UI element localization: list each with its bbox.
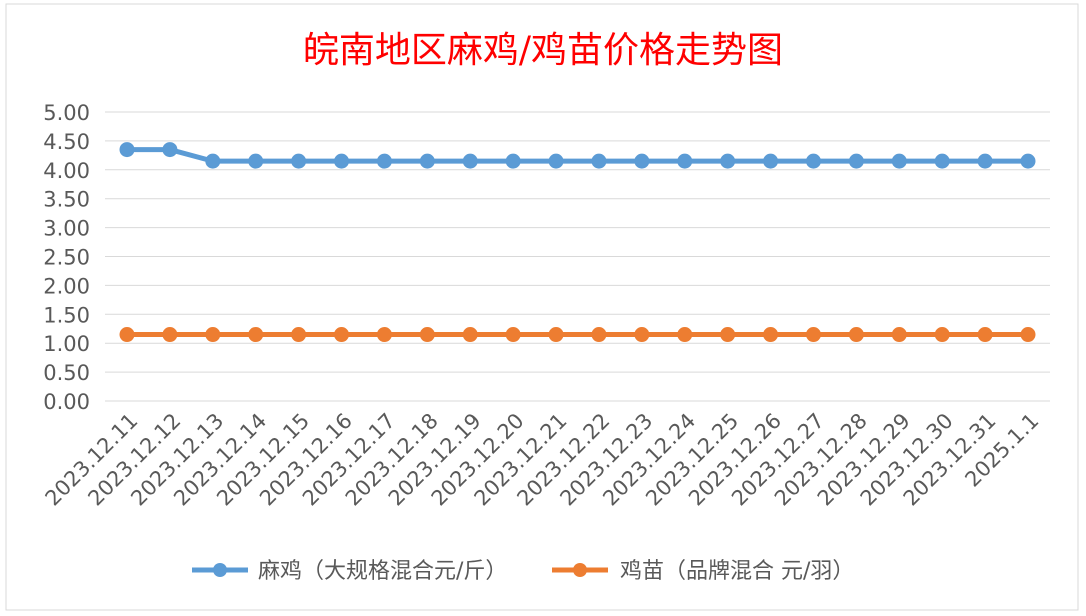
legend-label: 麻鸡（大规格混合元/斤） bbox=[258, 559, 507, 584]
data-point bbox=[376, 153, 392, 169]
legend-item: 麻鸡（大规格混合元/斤） bbox=[192, 559, 507, 584]
legend-label: 鸡苗（品牌混合 元/羽） bbox=[620, 559, 854, 584]
y-tick-label: 0.00 bbox=[43, 390, 90, 414]
y-tick-label: 1.50 bbox=[43, 303, 90, 327]
gridlines bbox=[105, 111, 1050, 402]
data-point bbox=[119, 327, 135, 343]
data-point bbox=[591, 327, 607, 343]
y-tick-label: 3.00 bbox=[43, 217, 90, 241]
data-point bbox=[1020, 327, 1036, 343]
data-point bbox=[677, 327, 693, 343]
y-tick-label: 0.50 bbox=[43, 361, 90, 385]
data-point bbox=[462, 327, 478, 343]
data-point bbox=[677, 153, 693, 169]
data-point bbox=[462, 153, 478, 169]
data-point bbox=[119, 142, 135, 158]
data-point bbox=[1020, 153, 1036, 169]
data-point bbox=[334, 153, 350, 169]
y-tick-label: 2.50 bbox=[43, 246, 90, 270]
data-point bbox=[505, 327, 521, 343]
y-tick-label: 5.00 bbox=[43, 101, 90, 125]
data-point bbox=[334, 327, 350, 343]
series-0 bbox=[119, 142, 1036, 169]
data-point bbox=[805, 153, 821, 169]
data-point bbox=[634, 153, 650, 169]
data-point bbox=[848, 327, 864, 343]
data-point bbox=[848, 153, 864, 169]
data-point bbox=[891, 153, 907, 169]
data-point bbox=[548, 327, 564, 343]
y-tick-label: 4.00 bbox=[43, 159, 90, 183]
data-point bbox=[720, 327, 736, 343]
data-point bbox=[548, 153, 564, 169]
data-point bbox=[934, 153, 950, 169]
data-point bbox=[205, 327, 221, 343]
data-point bbox=[763, 327, 779, 343]
data-point bbox=[934, 327, 950, 343]
data-point bbox=[248, 153, 264, 169]
y-tick-label: 4.50 bbox=[43, 130, 90, 154]
data-point bbox=[720, 153, 736, 169]
data-point bbox=[891, 327, 907, 343]
data-point bbox=[805, 327, 821, 343]
data-point bbox=[763, 153, 779, 169]
series-layer bbox=[119, 142, 1036, 343]
data-point bbox=[419, 327, 435, 343]
y-tick-label: 2.00 bbox=[43, 274, 90, 298]
chart-frame bbox=[5, 3, 1079, 611]
legend-marker bbox=[213, 563, 227, 577]
data-point bbox=[205, 153, 221, 169]
legend-marker bbox=[573, 563, 587, 577]
data-point bbox=[634, 327, 650, 343]
data-point bbox=[291, 153, 307, 169]
data-point bbox=[248, 327, 264, 343]
data-point bbox=[977, 327, 993, 343]
data-point bbox=[977, 153, 993, 169]
y-axis-ticks: 0.00 0.50 1.00 1.50 2.00 2.50 3.00 3.50 4.00 4.50… bbox=[43, 101, 90, 414]
series-line bbox=[127, 147, 1028, 164]
data-point bbox=[419, 153, 435, 169]
legend-item: 鸡苗（品牌混合 元/羽） bbox=[552, 559, 854, 584]
data-point bbox=[162, 327, 178, 343]
chart-title: 皖南地区麻鸡/鸡苗价格走势图 bbox=[303, 30, 783, 71]
data-point bbox=[505, 153, 521, 169]
data-point bbox=[162, 142, 178, 158]
data-point bbox=[291, 327, 307, 343]
y-tick-label: 3.50 bbox=[43, 188, 90, 212]
data-point bbox=[376, 327, 392, 343]
data-point bbox=[591, 153, 607, 169]
legend: 麻鸡（大规格混合元/斤） 鸡苗（品牌混合 元/羽） bbox=[192, 559, 854, 584]
y-tick-label: 1.00 bbox=[43, 332, 90, 356]
series-1 bbox=[119, 327, 1036, 343]
